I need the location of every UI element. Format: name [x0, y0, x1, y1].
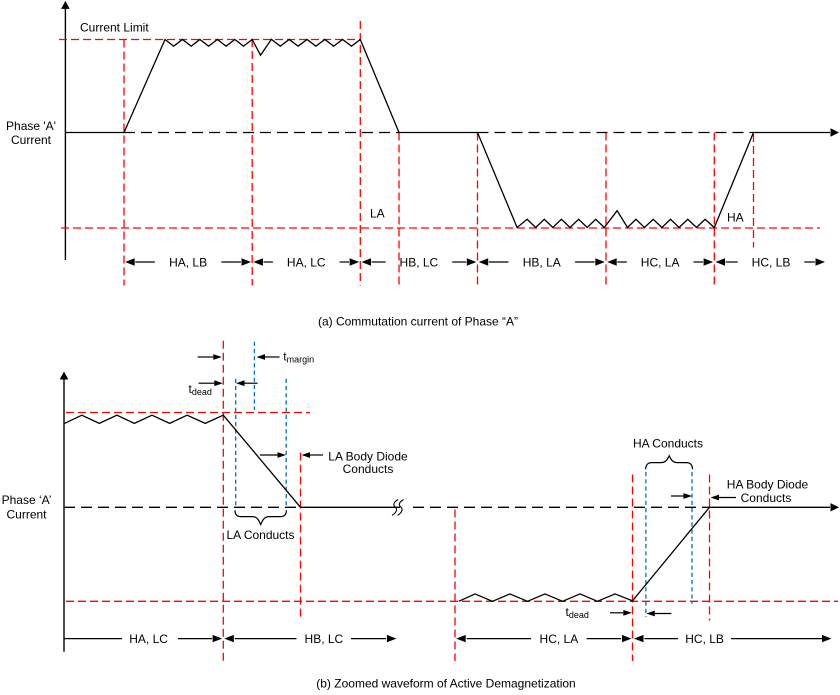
svg-text:HA Conducts: HA Conducts [633, 437, 703, 451]
svg-text:HC, LA: HC, LA [641, 256, 680, 270]
svg-text:HC, LB: HC, LB [752, 256, 791, 270]
svg-text:HA: HA [727, 211, 744, 225]
svg-text:HA Body Diode: HA Body Diode [727, 478, 809, 492]
svg-text:HB, LC: HB, LC [305, 632, 344, 646]
svg-text:HC, LA: HC, LA [540, 632, 579, 646]
svg-text:Phase 'A': Phase 'A' [6, 119, 56, 133]
svg-text:HC, LB: HC, LB [685, 632, 724, 646]
svg-text:HB, LA: HB, LA [523, 256, 561, 270]
svg-text:Current: Current [11, 133, 52, 147]
svg-text:HA, LC: HA, LC [129, 632, 168, 646]
svg-text:LA Conducts: LA Conducts [226, 528, 294, 542]
svg-text:HB, LC: HB, LC [400, 256, 439, 270]
svg-text:Current Limit: Current Limit [80, 21, 149, 35]
svg-text:HA, LB: HA, LB [169, 256, 207, 270]
svg-text:Current: Current [6, 508, 47, 522]
svg-text:tdead: tdead [189, 382, 212, 397]
svg-text:LA: LA [370, 207, 385, 221]
svg-text:LA Body Diode: LA Body Diode [328, 449, 408, 463]
svg-text:tdead: tdead [566, 605, 589, 620]
svg-text:Phase ‘A’: Phase ‘A’ [2, 493, 52, 507]
svg-text:(a) Commutation current of Pha: (a) Commutation current of Phase “A” [318, 315, 518, 329]
svg-text:Conducts: Conducts [343, 462, 394, 476]
svg-text:HA, LC: HA, LC [287, 256, 326, 270]
svg-text:(b) Zoomed waveform of Active: (b) Zoomed waveform of Active Demagnetiz… [316, 677, 575, 691]
svg-text:Conducts: Conducts [741, 491, 792, 505]
svg-text:tmargin: tmargin [283, 350, 314, 365]
